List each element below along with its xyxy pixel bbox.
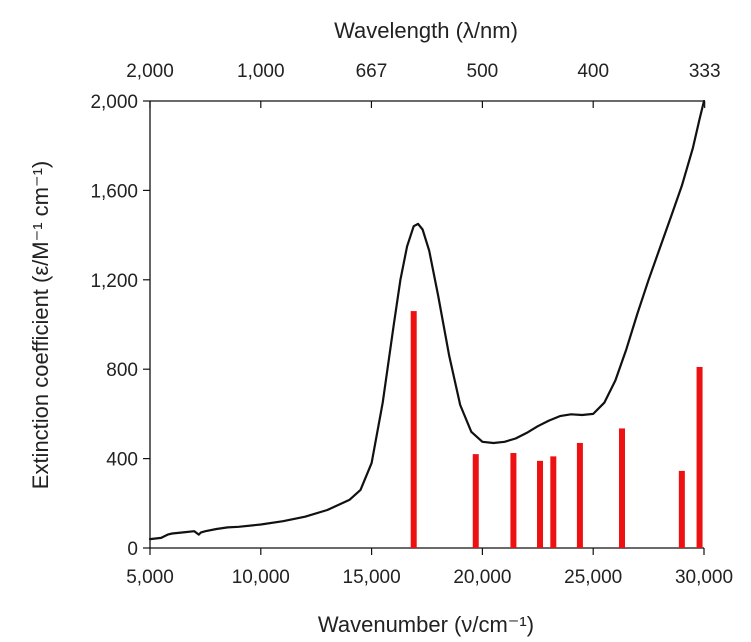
x-tick-label: 20,000 [453, 567, 511, 588]
transition-bar [550, 456, 557, 548]
y-tick-label: 0 [127, 539, 138, 560]
top-tick-label: 500 [467, 61, 499, 82]
transition-bar [537, 460, 544, 548]
transition-bars [410, 311, 703, 548]
top-tick-label: 1,000 [237, 61, 285, 82]
transition-bar [678, 470, 685, 548]
x-axis-title: Wavenumber (ν/cm⁻¹) [318, 612, 534, 637]
transition-bar [472, 454, 479, 548]
top-axis-ticks: 2,000 1,000 667 500 400 333 [126, 61, 721, 108]
y-tick-label: 1,200 [90, 271, 138, 292]
transition-bar [576, 442, 583, 548]
transition-bar [696, 366, 703, 548]
top-axis-title: Wavelength (λ/nm) [334, 18, 518, 43]
x-tick-label: 5,000 [126, 567, 174, 588]
top-tick-label: 400 [577, 61, 609, 82]
x-tick-label: 10,000 [232, 567, 290, 588]
y-axis-ticks: 0 400 800 1,200 1,600 2,000 [90, 92, 150, 560]
transition-bar [510, 453, 517, 548]
x-tick-label: 25,000 [564, 567, 622, 588]
top-tick-label: 667 [356, 61, 388, 82]
spectrum-line [148, 99, 706, 541]
y-tick-label: 1,600 [90, 181, 138, 202]
transition-bar [619, 428, 626, 548]
x-axis-ticks: 5,000 10,000 15,000 20,000 25,000 30,000 [126, 548, 733, 588]
x-tick-label: 15,000 [343, 567, 401, 588]
y-tick-label: 800 [106, 360, 138, 381]
x-tick-label: 30,000 [675, 567, 733, 588]
top-tick-label: 333 [689, 61, 721, 82]
y-tick-label: 2,000 [90, 92, 138, 113]
top-tick-label: 2,000 [126, 61, 174, 82]
y-tick-label: 400 [106, 450, 138, 471]
axes [149, 100, 704, 549]
transition-bar [410, 311, 417, 548]
y-axis-title: Extinction coefficient (ε/M⁻¹ cm⁻¹) [28, 161, 53, 489]
